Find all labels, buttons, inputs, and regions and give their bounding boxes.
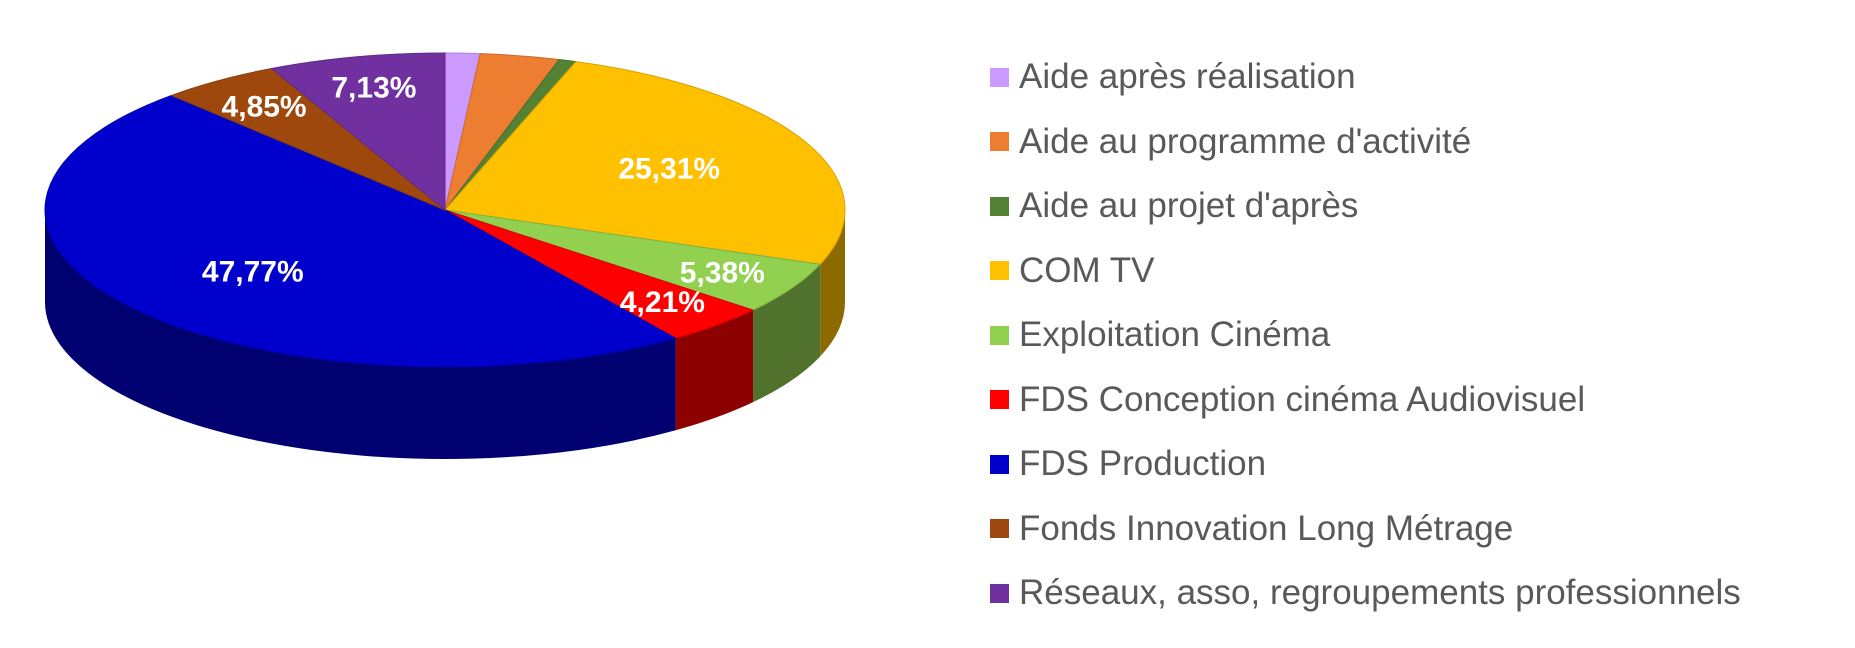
legend-label: Aide au programme d'activité [1019, 121, 1472, 161]
legend-item-fonds-innovation-long-metrage: Fonds Innovation Long Métrage [990, 497, 1741, 562]
legend-label: FDS Production [1019, 444, 1267, 484]
legend-swatch [990, 390, 1009, 410]
pie-side-walls [45, 210, 845, 459]
legend-swatch [990, 261, 1009, 281]
data-label-fonds-innovation-long-metrage: 4,85% [222, 90, 307, 123]
data-label-com-tv: 25,31% [618, 152, 720, 185]
legend-label: Réseaux, asso, regroupements professionn… [1019, 573, 1741, 613]
pie-slice-com-tv [444, 61, 846, 265]
legend-item-reseaux-asso-regroupements-professionnels: Réseaux, asso, regroupements professionn… [990, 561, 1741, 626]
pie-slice-exploitation-cinema [444, 209, 822, 311]
legend-swatch [990, 196, 1009, 216]
legend-swatch [990, 519, 1009, 539]
legend-swatch [990, 325, 1009, 345]
legend-item-aide-au-projet-d-apres: Aide au projet d'après [990, 174, 1741, 239]
legend-label: FDS Conception cinéma Audiovisuel [1019, 379, 1586, 419]
data-label-exploitation-cinema: 5,38% [680, 257, 765, 290]
pie-top-faces [44, 52, 846, 368]
data-label-fds-production: 47,77% [202, 256, 304, 289]
legend-label: Exploitation Cinéma [1019, 315, 1331, 355]
legend-swatch [990, 67, 1009, 87]
pie-slice-reseaux-asso-regroupements-professionnels [270, 52, 446, 212]
pie-side-fds-conception-cinema-audiovisuel [675, 310, 754, 431]
pie-data-labels: 25,31% 5,38%4,21% 47,77% 4,85% 7,13% [202, 72, 765, 320]
data-label-reseaux-asso-regroupements-professionnels: 7,13% [331, 72, 416, 105]
legend-label: COM TV [1019, 250, 1155, 290]
legend-label: Aide après réalisation [1019, 57, 1356, 97]
legend-swatch [990, 583, 1009, 603]
legend-item-aide-au-programme-d-activite: Aide au programme d'activité [990, 110, 1741, 175]
legend-item-fds-production: FDS Production [990, 432, 1741, 497]
pie-side-exploitation-cinema [753, 264, 821, 403]
pie-side-fds-production [45, 210, 676, 459]
legend-item-com-tv: COM TV [990, 239, 1741, 304]
legend-swatch [990, 132, 1009, 152]
legend-item-exploitation-cinema: Exploitation Cinéma [990, 303, 1741, 368]
data-label-fds-conception-cinema-audiovisuel: 4,21% [620, 286, 705, 319]
legend-item-fds-conception-cinema-audiovisuel: FDS Conception cinéma Audiovisuel [990, 368, 1741, 433]
legend-swatch [990, 454, 1009, 474]
pie-side-com-tv [820, 210, 845, 357]
legend-item-aide-apres-realisation: Aide après réalisation [990, 45, 1741, 110]
legend-label: Aide au projet d'après [1019, 186, 1359, 226]
pie-slice-fds-production [44, 94, 677, 368]
legend-label: Fonds Innovation Long Métrage [1019, 508, 1514, 548]
chart-legend: Aide après réalisation Aide au programme … [990, 45, 1741, 626]
